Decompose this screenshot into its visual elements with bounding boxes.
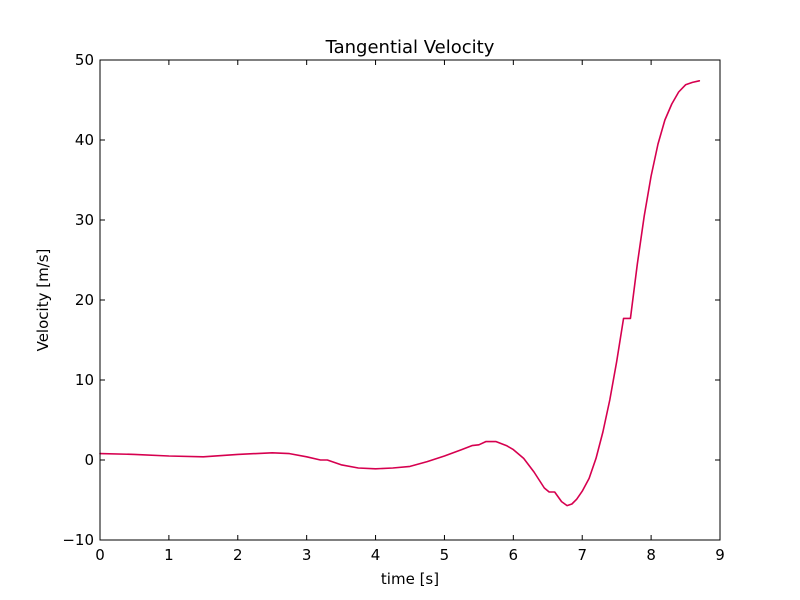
series-layer [99, 80, 701, 507]
x-tick-label: 1 [164, 546, 174, 564]
y-tick-label: 30 [75, 211, 94, 229]
y-tick-label: 20 [75, 291, 94, 309]
x-axis-label: time [s] [381, 570, 439, 588]
x-tick-label: 8 [646, 546, 656, 564]
x-tick-label: 0 [95, 546, 105, 564]
x-tick-label: 3 [302, 546, 312, 564]
x-tick-label: 9 [715, 546, 725, 564]
x-tick-label: 2 [233, 546, 243, 564]
y-tick-label: 40 [75, 131, 94, 149]
y-axis-label: Velocity [m/s] [34, 249, 52, 352]
chart-title: Tangential Velocity [325, 37, 495, 58]
x-tick-label: 5 [440, 546, 450, 564]
y-tick-label: 10 [75, 371, 94, 389]
plot-frame [99, 59, 721, 541]
y-tick-label: 50 [75, 51, 94, 69]
y-tick-label: 0 [84, 451, 94, 469]
x-tick-label: 6 [509, 546, 519, 564]
x-tick-label: 7 [577, 546, 587, 564]
x-tick-label: 4 [371, 546, 381, 564]
y-tick-label: −10 [62, 531, 94, 549]
velocity-line [99, 80, 701, 507]
